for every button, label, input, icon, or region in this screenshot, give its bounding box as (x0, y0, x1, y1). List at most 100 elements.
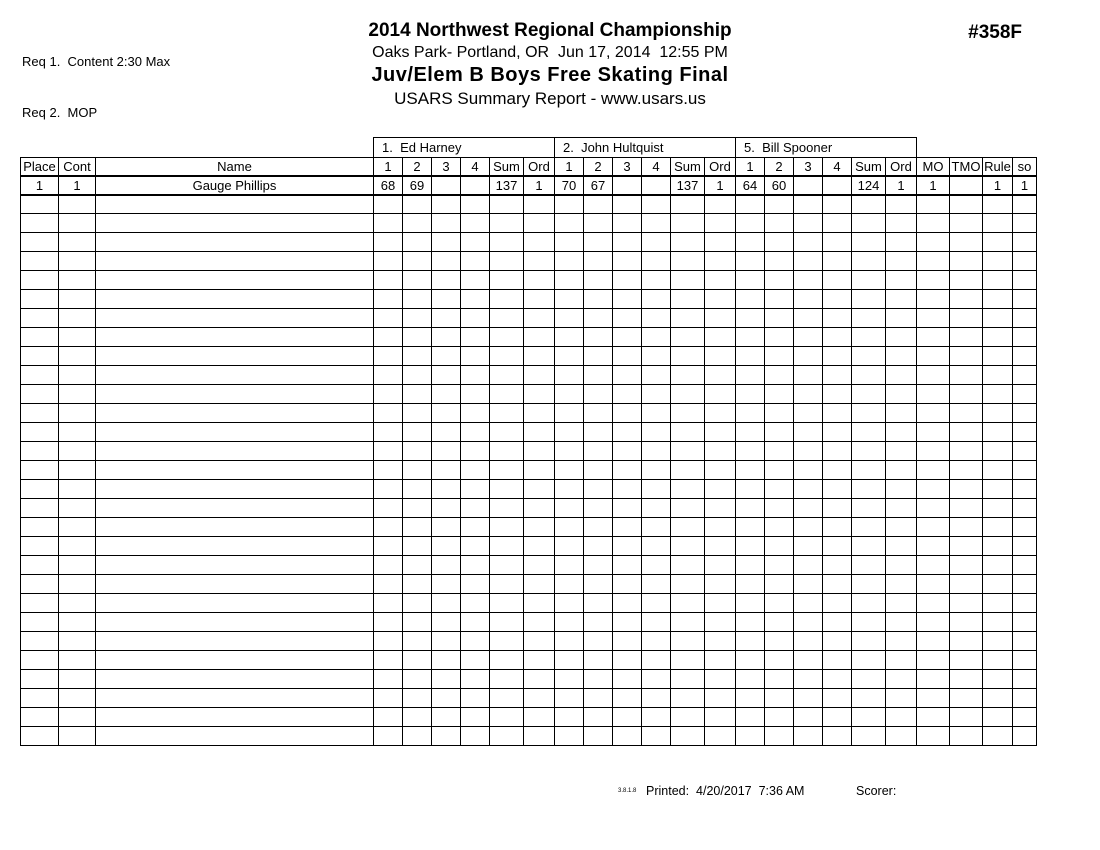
report-type-line: USARS Summary Report - www.usars.us (394, 89, 706, 108)
mo-cell (916, 688, 950, 708)
judge3-ord-cell (885, 574, 917, 594)
judge1-ord-cell: 1 (523, 175, 555, 196)
place-cell (20, 384, 59, 404)
judge3-score-4-cell (822, 498, 852, 518)
judge3-ord-cell (885, 555, 917, 575)
judge2-ord-cell (704, 460, 736, 480)
empty-row (20, 441, 1037, 461)
judge3-score-1-cell (735, 631, 765, 651)
judge3-score-4-cell (822, 669, 852, 689)
judge-name-1: 1. Ed Harney (373, 137, 555, 158)
requirement-line-2: Req 2. MOP (22, 105, 98, 120)
judge3-ord-cell (885, 194, 917, 214)
judge1-score-3-cell (431, 327, 461, 347)
judge2-ord-cell (704, 479, 736, 499)
name-cell (95, 650, 374, 670)
judge2-score-4-cell (641, 384, 671, 404)
judge2-score-2-cell (583, 422, 613, 442)
judge1-score-2-cell (402, 631, 432, 651)
rule-cell (982, 688, 1013, 708)
judge1-ord-cell (523, 726, 555, 746)
cont-cell (58, 498, 96, 518)
judge2-score-2-cell (583, 308, 613, 328)
judge3-sum-cell (851, 289, 886, 309)
judge2-score-1-cell (554, 593, 584, 613)
col-header-judge2-4: 4 (641, 157, 671, 177)
judge3-score-1-cell (735, 574, 765, 594)
judge3-score-3-cell (793, 308, 823, 328)
judge1-score-3-cell (431, 251, 461, 271)
judge3-score-3-cell (793, 194, 823, 214)
judge2-score-1-cell (554, 384, 584, 404)
judge1-ord-cell (523, 669, 555, 689)
judge3-score-4-cell (822, 232, 852, 252)
judge2-score-2-cell (583, 289, 613, 309)
judge3-sum-cell (851, 631, 886, 651)
mo-cell (916, 707, 950, 727)
judge2-score-3-cell (612, 688, 642, 708)
judge1-score-3-cell (431, 517, 461, 537)
judge1-score-3-cell (431, 555, 461, 575)
judge3-score-2-cell (764, 536, 794, 556)
judge2-score-1-cell (554, 422, 584, 442)
judge3-score-4-cell (822, 631, 852, 651)
judge1-sum-cell (489, 726, 524, 746)
name-cell (95, 536, 374, 556)
judge3-score-4-cell (822, 726, 852, 746)
judge3-score-2-cell (764, 593, 794, 613)
name-cell (95, 688, 374, 708)
judge3-score-1-cell (735, 650, 765, 670)
cont-cell (58, 251, 96, 271)
judge1-score-2-cell (402, 650, 432, 670)
so-cell (1012, 365, 1037, 385)
judge1-ord-cell (523, 574, 555, 594)
judge2-ord-cell (704, 232, 736, 252)
place-cell (20, 365, 59, 385)
judge3-sum-cell: 124 (851, 175, 886, 196)
judge2-score-4-cell (641, 289, 671, 309)
judge2-sum-cell (670, 289, 705, 309)
col-header-judge1-2: 2 (402, 157, 432, 177)
so-cell (1012, 422, 1037, 442)
judge2-sum-cell (670, 707, 705, 727)
judge2-score-1-cell (554, 688, 584, 708)
judge3-score-2-cell (764, 232, 794, 252)
judge1-score-3-cell (431, 726, 461, 746)
judge2-sum-cell (670, 574, 705, 594)
judge2-score-4-cell (641, 612, 671, 632)
judge3-score-2-cell (764, 289, 794, 309)
judge2-ord-cell (704, 251, 736, 271)
judge1-score-3-cell (431, 346, 461, 366)
judge3-score-1-cell (735, 441, 765, 461)
judge3-ord-cell (885, 384, 917, 404)
judge2-sum-cell (670, 498, 705, 518)
cont-cell (58, 327, 96, 347)
judge1-score-2-cell (402, 555, 432, 575)
mo-cell (916, 479, 950, 499)
cont-cell (58, 574, 96, 594)
judge1-sum-cell (489, 707, 524, 727)
judge2-score-1-cell (554, 555, 584, 575)
championship-title: 2014 Northwest Regional Championship (368, 20, 732, 41)
judge1-score-1-cell (373, 498, 403, 518)
judge2-score-4-cell (641, 232, 671, 252)
judge1-score-3-cell (431, 403, 461, 423)
mo-cell (916, 270, 950, 290)
col-header-judge2-2: 2 (583, 157, 613, 177)
judge1-score-1-cell (373, 251, 403, 271)
requirements-block: Req 1. Content 2:30 Max Req 2. MOP (22, 19, 170, 155)
col-header-judge2-ord: Ord (704, 157, 736, 177)
judge3-score-3-cell (793, 669, 823, 689)
judge2-ord-cell (704, 555, 736, 575)
judge2-score-4-cell (641, 403, 671, 423)
empty-row (20, 213, 1037, 233)
judge2-score-2-cell (583, 593, 613, 613)
col-header-judge1-ord: Ord (523, 157, 555, 177)
judge1-ord-cell (523, 612, 555, 632)
tmo-cell (949, 308, 983, 328)
place-cell (20, 574, 59, 594)
judge2-sum-cell (670, 460, 705, 480)
judge3-sum-cell (851, 213, 886, 233)
judge1-sum-cell (489, 612, 524, 632)
judge2-ord-cell (704, 327, 736, 347)
